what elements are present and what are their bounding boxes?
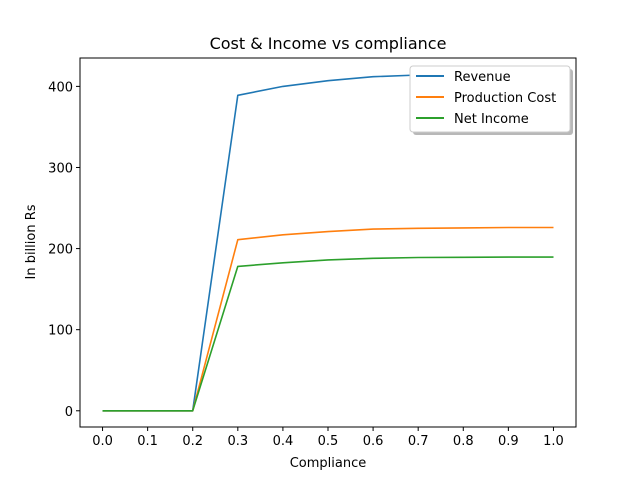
y-tick-label: 400 — [48, 80, 73, 95]
x-tick-label: 0.4 — [273, 434, 294, 449]
x-axis-ticks: 0.0 0.1 0.2 0.3 0.4 0.5 0.6 0.7 0.8 0.9 1.0 — [92, 427, 564, 449]
y-tick-label: 0 — [65, 405, 73, 420]
legend-box — [409, 65, 571, 133]
y-tick-label: 300 — [48, 161, 73, 176]
x-tick-label: 0.6 — [363, 434, 384, 449]
y-tick-label: 200 — [48, 243, 73, 258]
x-tick-label: 0.9 — [498, 434, 519, 449]
series-line-2 — [102, 256, 554, 412]
legend-label: Net Income — [454, 112, 529, 127]
y-tick-label: 100 — [48, 324, 73, 339]
chart-title: Cost & Income vs compliance — [210, 34, 447, 53]
x-tick-label: 0.0 — [92, 434, 113, 449]
x-tick-label: 0.7 — [408, 434, 429, 449]
x-tick-label: 0.5 — [318, 434, 339, 449]
x-tick-label: 0.1 — [137, 434, 158, 449]
x-axis-label: Compliance — [290, 456, 367, 471]
legend-label: Production Cost — [454, 91, 556, 106]
y-axis-ticks: 0 100 200 300 400 — [48, 80, 80, 420]
x-tick-label: 0.3 — [227, 434, 248, 449]
legend: Revenue Production Cost Net Income — [409, 65, 573, 135]
y-axis-label: In billion Rs — [24, 204, 39, 279]
x-tick-label: 0.8 — [453, 434, 474, 449]
x-tick-label: 1.0 — [543, 434, 564, 449]
x-tick-label: 0.2 — [182, 434, 203, 449]
legend-label: Revenue — [454, 70, 511, 85]
